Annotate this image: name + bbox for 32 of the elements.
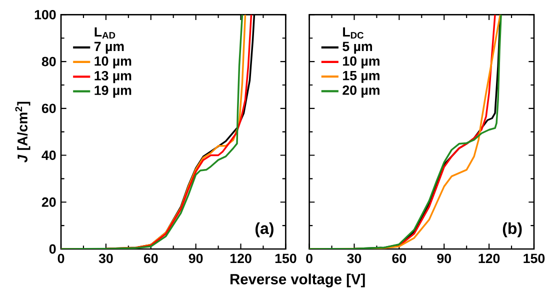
x-tick-label: 60 [392,254,406,264]
x-axis-title: Reverse voltage [V] [230,274,365,288]
x-tick-label: 30 [98,254,113,264]
legend-label: 15 µm [343,70,380,83]
x-tick-label: 0 [58,254,64,264]
x-tick-label: 150 [275,254,296,264]
y-tick-label: 80 [42,56,56,66]
legend-label: 7 µm [94,42,124,54]
y-tick-label: 0 [49,244,56,254]
x-tick-label: 90 [188,254,203,264]
x-tick-label: 120 [478,254,500,264]
annotation: (b) [502,222,522,238]
x-tick-label: 30 [347,254,362,264]
x-tick-label: 0 [306,254,312,264]
y-tick-label: 20 [42,197,56,207]
legend-title: L$_{DC}$ [343,27,364,39]
y-tick-label: 60 [42,104,56,114]
x-tick-label: 90 [437,254,451,264]
legend-label: 19 µm [94,86,132,98]
x-tick-label: 150 [524,254,545,264]
y-tick-label: 100 [34,10,56,20]
x-tick-label: 60 [144,254,158,264]
y-axis-title: J [A/cm$^{2}$] [15,102,30,162]
legend-label: 13 µm [94,70,132,84]
x-tick-label: 120 [230,254,252,264]
legend-label: 10 µm [94,56,132,68]
y-tick-label: 40 [42,150,56,160]
legend-label: 10 µm [343,56,380,68]
legend-label: 20 µm [342,85,380,98]
annotation: (a) [255,222,274,238]
legend-title: L$_{AD}$ [94,27,116,38]
legend-label: 5 µm [342,42,372,54]
